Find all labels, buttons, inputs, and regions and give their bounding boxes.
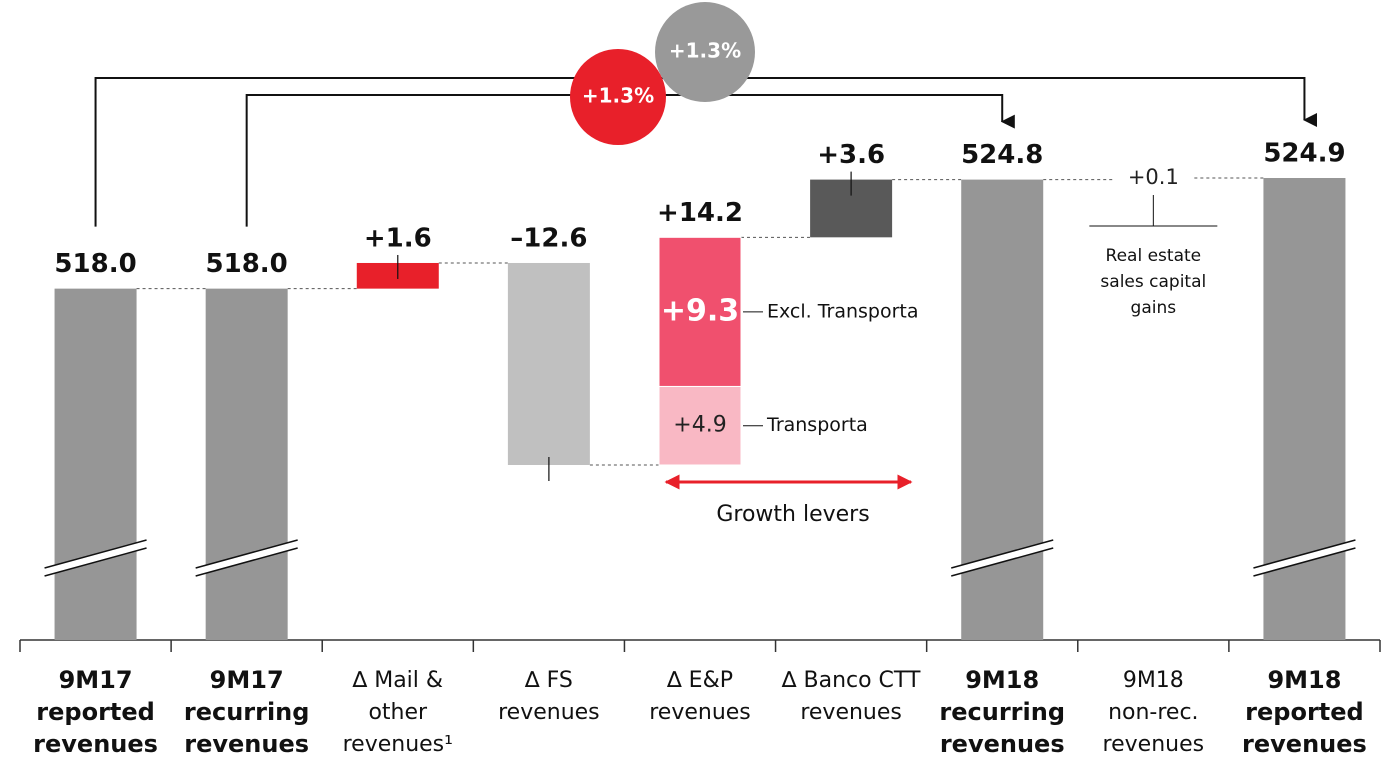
x-tick-label: revenues [33,730,158,758]
x-tick-label: 9M18 [1267,666,1341,694]
bar [961,179,1044,641]
x-tick-label: 9M17 [59,666,133,694]
x-tick-label: revenues¹ [343,732,453,757]
value-label: +3.6 [817,140,885,170]
x-tick-label: ∆ E&P [666,668,733,693]
bar-segment [658,236,742,387]
x-tick-label: recurring [939,698,1065,726]
value-label: 524.9 [1263,139,1345,169]
axis-break [951,540,1054,576]
bar [1152,178,1155,180]
axis-break-line [951,539,1054,569]
x-tick-label: ∆ FS [524,668,573,693]
annotation: Real estate sales capital gains [1100,246,1206,318]
bar [54,288,137,640]
value-label: 518.0 [206,249,288,279]
x-tick-label: revenues [1103,732,1205,757]
axis-break-line [195,547,298,577]
axis-break [195,540,298,576]
axis-break-line [1253,547,1356,577]
bar-segment [658,385,742,466]
axis-break-line [195,539,298,569]
bar [205,288,288,640]
x-tick-label: 9M18 [1123,668,1184,693]
x-tick-label: revenues [1242,730,1367,758]
x-tick-label: revenues [649,700,751,725]
axis-break-line [44,539,147,569]
growth-label: +1.3% [582,84,654,108]
axis-break [1253,540,1356,576]
segment-label: +4.9 [673,413,726,438]
x-tick-label: revenues [498,700,600,725]
x-tick-label: ∆ Mail & [352,668,444,693]
axis-break-line [1253,539,1356,569]
annotation: Growth levers [716,502,869,527]
x-tick-label: reported [36,698,155,726]
x-tick-label: reported [1245,698,1364,726]
growth-label: +1.3% [669,39,741,63]
value-label: +0.1 [1128,165,1179,189]
x-tick-label: revenues [940,730,1065,758]
axis-break-line [951,547,1054,577]
segment-label: +9.3 [661,293,739,328]
growth-badge [655,2,755,102]
x-tick-label: 9M18 [965,666,1039,694]
axis-break [44,540,147,576]
axis-break-line [44,547,147,577]
x-tick-label: revenues [184,730,309,758]
value-label: +1.6 [364,223,432,253]
segment-name: Transporta [766,414,868,436]
x-tick-label: revenues [800,700,902,725]
value-label: +14.2 [657,198,743,228]
x-tick-label: ∆ Banco CTT [781,668,921,693]
x-tick-label: recurring [184,698,310,726]
value-label: 524.8 [961,140,1043,170]
value-label: 518.0 [54,249,136,279]
bar [507,262,590,465]
x-tick-label: 9M17 [210,666,284,694]
growth-badge [570,49,666,145]
x-tick-label: non-rec. [1108,700,1198,725]
bar [1263,178,1346,640]
x-tick-label: other [368,700,428,725]
segment-name: Excl. Transporta [767,300,919,322]
value-label: –12.6 [510,223,587,253]
